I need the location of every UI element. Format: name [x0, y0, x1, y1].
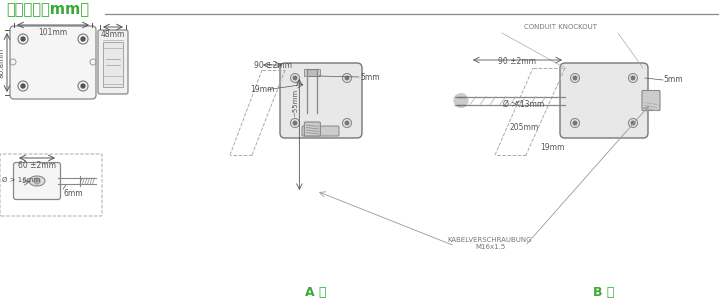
Circle shape	[345, 76, 349, 80]
Circle shape	[81, 37, 85, 41]
Ellipse shape	[29, 176, 45, 186]
FancyBboxPatch shape	[14, 162, 61, 199]
Circle shape	[34, 178, 40, 184]
FancyBboxPatch shape	[560, 63, 648, 138]
Text: 安装尺寸（mm）: 安装尺寸（mm）	[6, 2, 89, 17]
Bar	[308, 69, 317, 76]
Text: 90 ±2mm: 90 ±2mm	[498, 57, 536, 66]
Circle shape	[573, 76, 577, 80]
Circle shape	[631, 76, 635, 80]
Text: 5mm: 5mm	[360, 72, 379, 82]
Text: Ø > 13mm: Ø > 13mm	[503, 99, 544, 108]
Circle shape	[21, 37, 25, 41]
Text: ~55mm: ~55mm	[292, 89, 298, 117]
Text: 19mm: 19mm	[250, 85, 274, 95]
Bar	[304, 69, 320, 76]
Text: KABELVERSCHRAUBUNG: KABELVERSCHRAUBUNG	[447, 237, 532, 243]
Circle shape	[81, 84, 85, 88]
FancyBboxPatch shape	[10, 26, 96, 99]
Text: A 型: A 型	[306, 286, 327, 299]
Circle shape	[573, 121, 577, 125]
FancyBboxPatch shape	[98, 30, 128, 94]
Circle shape	[631, 121, 635, 125]
Text: 101mm: 101mm	[38, 28, 67, 37]
Text: B 型: B 型	[593, 286, 615, 299]
Text: 48mm: 48mm	[101, 30, 125, 39]
Text: Ø > 16mm: Ø > 16mm	[2, 177, 41, 183]
Text: 80.8mm: 80.8mm	[0, 48, 5, 78]
Text: 5mm: 5mm	[663, 75, 683, 85]
FancyBboxPatch shape	[642, 91, 660, 111]
Circle shape	[293, 121, 297, 125]
Circle shape	[454, 94, 468, 108]
Circle shape	[345, 121, 349, 125]
Circle shape	[21, 84, 25, 88]
Text: 90 ±2mm: 90 ±2mm	[255, 61, 292, 70]
Text: M16x1.5: M16x1.5	[475, 244, 505, 250]
Text: 19mm: 19mm	[540, 144, 565, 152]
Text: CONDUIT KNOCKOUT: CONDUIT KNOCKOUT	[523, 24, 597, 30]
FancyBboxPatch shape	[302, 126, 339, 136]
Circle shape	[293, 76, 297, 80]
Text: 60 ±2mm: 60 ±2mm	[18, 161, 56, 170]
FancyBboxPatch shape	[280, 63, 362, 138]
Text: 6mm: 6mm	[63, 189, 83, 198]
Text: 205mm: 205mm	[510, 124, 539, 132]
FancyBboxPatch shape	[103, 42, 123, 87]
FancyBboxPatch shape	[304, 122, 320, 136]
